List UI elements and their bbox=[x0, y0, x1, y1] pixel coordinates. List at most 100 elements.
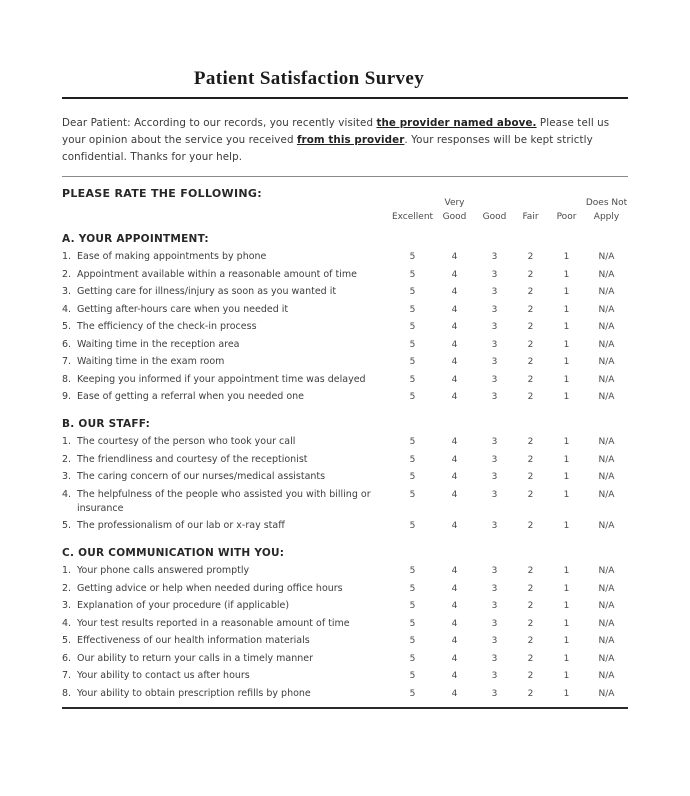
rating-value: N/A bbox=[598, 653, 615, 664]
rating-value: 4 bbox=[451, 304, 458, 315]
rating-value: N/A bbox=[598, 252, 615, 262]
rating-value: 4 bbox=[451, 583, 458, 594]
rating-value: 3 bbox=[491, 322, 498, 332]
rating-value: 5 bbox=[409, 653, 416, 664]
rating-value: 3 bbox=[491, 252, 498, 262]
survey-item-row: 3. The caring concern of our nurses/medic… bbox=[62, 470, 628, 484]
rating-value: 3 bbox=[491, 688, 498, 699]
rating-value: 4 bbox=[451, 392, 458, 402]
survey-item-row: 4. Getting after-hours care when you need… bbox=[62, 303, 628, 317]
item-number: 5. bbox=[62, 321, 72, 332]
rating-value: N/A bbox=[598, 618, 615, 629]
rating-value: 3 bbox=[491, 653, 498, 664]
item-text: Ease of getting a referral when you need… bbox=[77, 391, 305, 402]
rating-value: N/A bbox=[598, 287, 615, 297]
item-number: 4. bbox=[62, 617, 72, 629]
item-number: 8. bbox=[62, 373, 72, 385]
rating-value: 1 bbox=[563, 392, 570, 402]
rating-value: 4 bbox=[451, 688, 458, 699]
rating-value: 5 bbox=[409, 357, 416, 367]
item-number: 9. bbox=[62, 391, 72, 402]
item-number: 4. bbox=[62, 488, 72, 500]
rating-value: 1 bbox=[563, 583, 570, 594]
rating-value: N/A bbox=[598, 392, 615, 402]
rating-value: 4 bbox=[451, 322, 458, 332]
rating-value: 4 bbox=[451, 472, 458, 482]
rating-value: 1 bbox=[563, 636, 570, 646]
rating-value: 3 bbox=[491, 374, 498, 385]
item-text: Your test results reported in a reasonab… bbox=[77, 617, 350, 629]
rating-value: 1 bbox=[563, 671, 570, 681]
rating-value: 2 bbox=[527, 671, 534, 681]
rating-value: 3 bbox=[491, 392, 498, 402]
survey-item-row: 1. The courtesy of the person who took yo… bbox=[62, 435, 628, 449]
rating-value: 4 bbox=[451, 287, 458, 297]
rating-value: 3 bbox=[491, 304, 498, 315]
item-number: 2. bbox=[62, 453, 72, 465]
survey-item-row: 8. Your ability to obtain prescription re… bbox=[62, 687, 628, 701]
rating-value: 1 bbox=[563, 374, 570, 385]
rating-value: 3 bbox=[491, 521, 498, 531]
rating-value: 3 bbox=[491, 357, 498, 367]
rating-value: 1 bbox=[563, 252, 570, 262]
rating-value: 2 bbox=[527, 287, 534, 297]
item-number: 5. bbox=[62, 520, 72, 531]
column-header-top: Does Not bbox=[585, 198, 628, 208]
rating-value: 2 bbox=[527, 269, 534, 280]
survey-item-row: 3. Getting care for illness/injury as soo… bbox=[62, 285, 628, 299]
rating-value: 5 bbox=[409, 671, 416, 681]
rating-value: N/A bbox=[598, 521, 615, 531]
survey-item-row: 6. Waiting time in the reception area 5 4 3 2… bbox=[62, 338, 628, 352]
rating-value: 1 bbox=[563, 454, 570, 465]
item-label: 4. Getting after-hours care when you need… bbox=[62, 303, 392, 317]
column-header-bottom: Excellent bbox=[391, 212, 434, 222]
rating-value: 2 bbox=[527, 566, 534, 576]
rating-value: 5 bbox=[409, 252, 416, 262]
rating-value: 2 bbox=[527, 472, 534, 482]
rating-value: 2 bbox=[527, 601, 534, 611]
survey-item-row: 1. Your phone calls answered promptly 5 4 3 2… bbox=[62, 564, 628, 578]
rating-value: 2 bbox=[527, 688, 534, 699]
rating-value: N/A bbox=[598, 601, 615, 611]
survey-item-row: 5. The efficiency of the check-in process… bbox=[62, 320, 628, 334]
rating-value: 3 bbox=[491, 339, 498, 350]
rating-value: 1 bbox=[563, 653, 570, 664]
bottom-divider bbox=[62, 706, 628, 709]
rating-value: 1 bbox=[563, 601, 570, 611]
item-text: Appointment available within a reasonabl… bbox=[77, 268, 358, 280]
item-label: 4. The helpfulness of the people who assi… bbox=[62, 488, 392, 516]
rating-value: 1 bbox=[563, 618, 570, 629]
column-header-bottom: Good bbox=[442, 212, 467, 222]
rating-value: N/A bbox=[598, 566, 615, 576]
column-header-good: Good bbox=[476, 210, 513, 224]
survey-item-row: 2. The friendliness and courtesy of the r… bbox=[62, 453, 628, 467]
section-heading: C. OUR COMMUNICATION WITH YOU: bbox=[62, 547, 285, 559]
column-header-excellent: Excellent bbox=[392, 210, 433, 224]
item-label: 3. The caring concern of our nurses/medic… bbox=[62, 470, 392, 484]
survey-item-row: 2. Appointment available within a reasona… bbox=[62, 268, 628, 282]
item-number: 7. bbox=[62, 670, 72, 681]
rating-value: N/A bbox=[598, 472, 615, 482]
item-label: 5. The efficiency of the check-in process bbox=[62, 320, 392, 334]
rating-value: 2 bbox=[527, 636, 534, 646]
column-header-bottom: Good bbox=[482, 212, 507, 222]
rating-value: 2 bbox=[527, 583, 534, 594]
item-number: 1. bbox=[62, 436, 72, 447]
item-label: 2. Getting advice or help when needed dur… bbox=[62, 582, 392, 596]
rating-value: 2 bbox=[527, 252, 534, 262]
rating-value: 2 bbox=[527, 653, 534, 664]
item-number: 1. bbox=[62, 251, 72, 262]
rating-value: 3 bbox=[491, 269, 498, 280]
rating-value: 1 bbox=[563, 339, 570, 350]
rating-value: 3 bbox=[491, 489, 498, 500]
rating-value: 3 bbox=[491, 618, 498, 629]
item-number: 3. bbox=[62, 471, 72, 482]
intro-bold-provider-named-above: the provider named above. bbox=[376, 117, 537, 129]
rating-value: 5 bbox=[409, 601, 416, 611]
rating-value: N/A bbox=[598, 357, 615, 367]
item-number: 5. bbox=[62, 635, 72, 646]
column-header-poor: Poor bbox=[548, 210, 585, 224]
rating-value: 4 bbox=[451, 618, 458, 629]
item-text: The professionalism of our lab or x-ray … bbox=[77, 520, 285, 531]
survey-item-row: 2. Getting advice or help when needed dur… bbox=[62, 582, 628, 596]
